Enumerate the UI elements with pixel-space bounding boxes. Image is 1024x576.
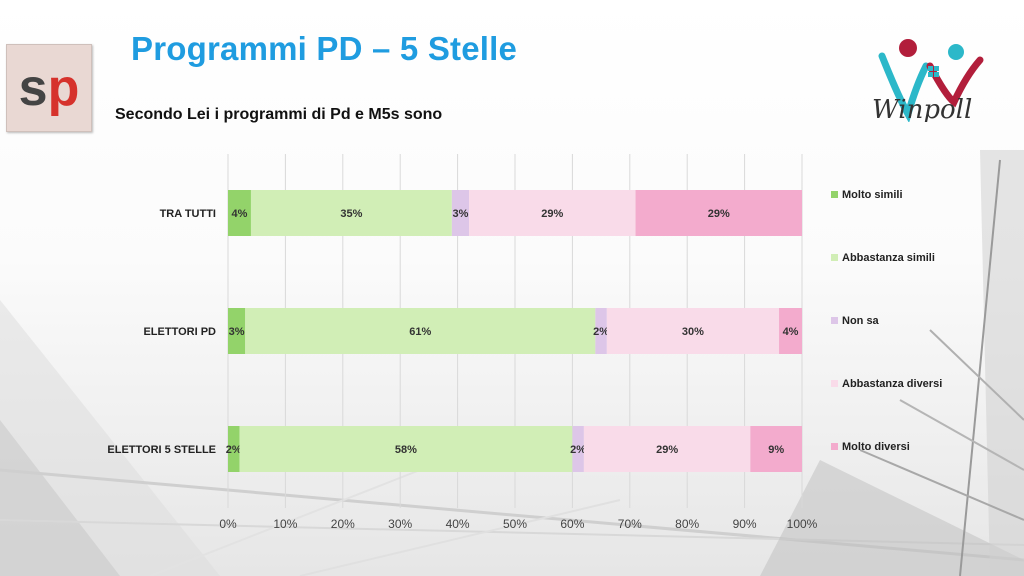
bar-segment [572,426,584,472]
data-label: 35% [340,208,362,220]
data-label: 3% [453,208,469,220]
sp-logo-p: p [47,59,80,117]
sp-logo-s: s [18,59,48,117]
data-label: 2% [593,326,609,338]
bar-segment [595,308,607,354]
bar-segment [245,308,596,354]
legend-label: Non sa [842,315,880,327]
bar-segment [635,190,802,236]
data-label: 29% [708,208,730,220]
bar-segment [583,426,751,472]
bar-segment [228,426,240,472]
data-label: 3% [229,326,245,338]
x-tick-label: 70% [618,517,642,531]
category-label: TRA TUTTI [160,208,216,220]
bar-segment [228,308,246,354]
x-tick-label: 60% [560,517,584,531]
data-label: 4% [232,208,248,220]
legend-swatch [831,443,838,450]
bar-segment [451,190,470,236]
legend-swatch [831,191,838,198]
legend-label: Abbastanza simili [842,252,935,264]
data-label: 58% [395,444,417,456]
page-title: Programmi PD – 5 Stelle [131,30,518,67]
x-tick-label: 90% [733,517,757,531]
legend-swatch [831,380,838,387]
x-tick-label: 20% [331,517,355,531]
data-label: 2% [570,444,586,456]
bar-segment [779,308,802,354]
bar-segment [750,426,802,472]
x-tick-label: 0% [219,517,237,531]
x-tick-label: 100% [787,517,818,531]
data-label: 2% [226,444,242,456]
x-tick-label: 40% [446,517,470,531]
x-tick-label: 50% [503,517,527,531]
winpoll-logo-text: Winpoll [872,95,972,122]
legend-swatch [831,254,838,261]
data-label: 61% [409,326,431,338]
data-label: 30% [682,326,704,338]
data-label: 29% [541,208,563,220]
bar-segment [239,426,573,472]
data-label: 9% [768,444,784,456]
winpoll-logo: Winpoll [872,39,984,122]
category-label: ELETTORI 5 STELLE [107,444,216,456]
legend-label: Molto simili [842,189,903,201]
x-tick-label: 80% [675,517,699,531]
chart-question: Secondo Lei i programmi di Pd e M5s sono [115,106,443,123]
legend-label: Molto diversi [842,441,910,453]
legend-label: Abbastanza diversi [842,378,942,390]
category-label: ELETTORI PD [143,326,216,338]
x-tick-label: 10% [273,517,297,531]
data-label: 29% [656,444,678,456]
bar-segment [606,308,780,354]
bar-segment [228,190,251,236]
bar-segment [469,190,636,236]
x-tick-label: 30% [388,517,412,531]
legend-swatch [831,317,838,324]
data-label: 4% [783,326,799,338]
bar-segment [250,190,452,236]
